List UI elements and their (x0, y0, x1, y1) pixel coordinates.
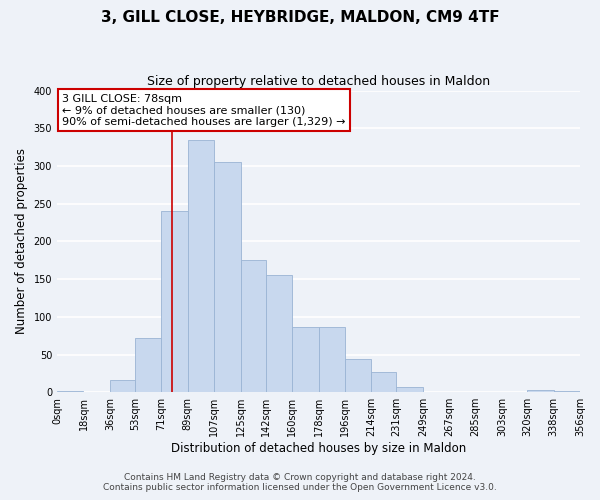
Text: Contains HM Land Registry data © Crown copyright and database right 2024.
Contai: Contains HM Land Registry data © Crown c… (103, 473, 497, 492)
Bar (371, 372, 397, 392)
X-axis label: Distribution of detached houses by size in Maldon: Distribution of detached houses by size … (171, 442, 466, 455)
Bar (135, 338, 161, 392)
Y-axis label: Number of detached properties: Number of detached properties (15, 148, 28, 334)
Bar (266, 276, 292, 392)
Bar (527, 390, 554, 392)
Bar (554, 390, 580, 392)
Bar (292, 326, 319, 392)
Bar (319, 326, 345, 392)
Bar (345, 359, 371, 392)
Title: Size of property relative to detached houses in Maldon: Size of property relative to detached ho… (147, 75, 490, 88)
Text: 3, GILL CLOSE, HEYBRIDGE, MALDON, CM9 4TF: 3, GILL CLOSE, HEYBRIDGE, MALDON, CM9 4T… (101, 10, 499, 25)
Bar (241, 260, 266, 392)
Bar (110, 380, 135, 392)
Bar (188, 140, 214, 392)
Bar (161, 211, 188, 392)
Bar (214, 162, 241, 392)
Bar (397, 387, 423, 392)
Text: 3 GILL CLOSE: 78sqm
← 9% of detached houses are smaller (130)
90% of semi-detach: 3 GILL CLOSE: 78sqm ← 9% of detached hou… (62, 94, 346, 127)
